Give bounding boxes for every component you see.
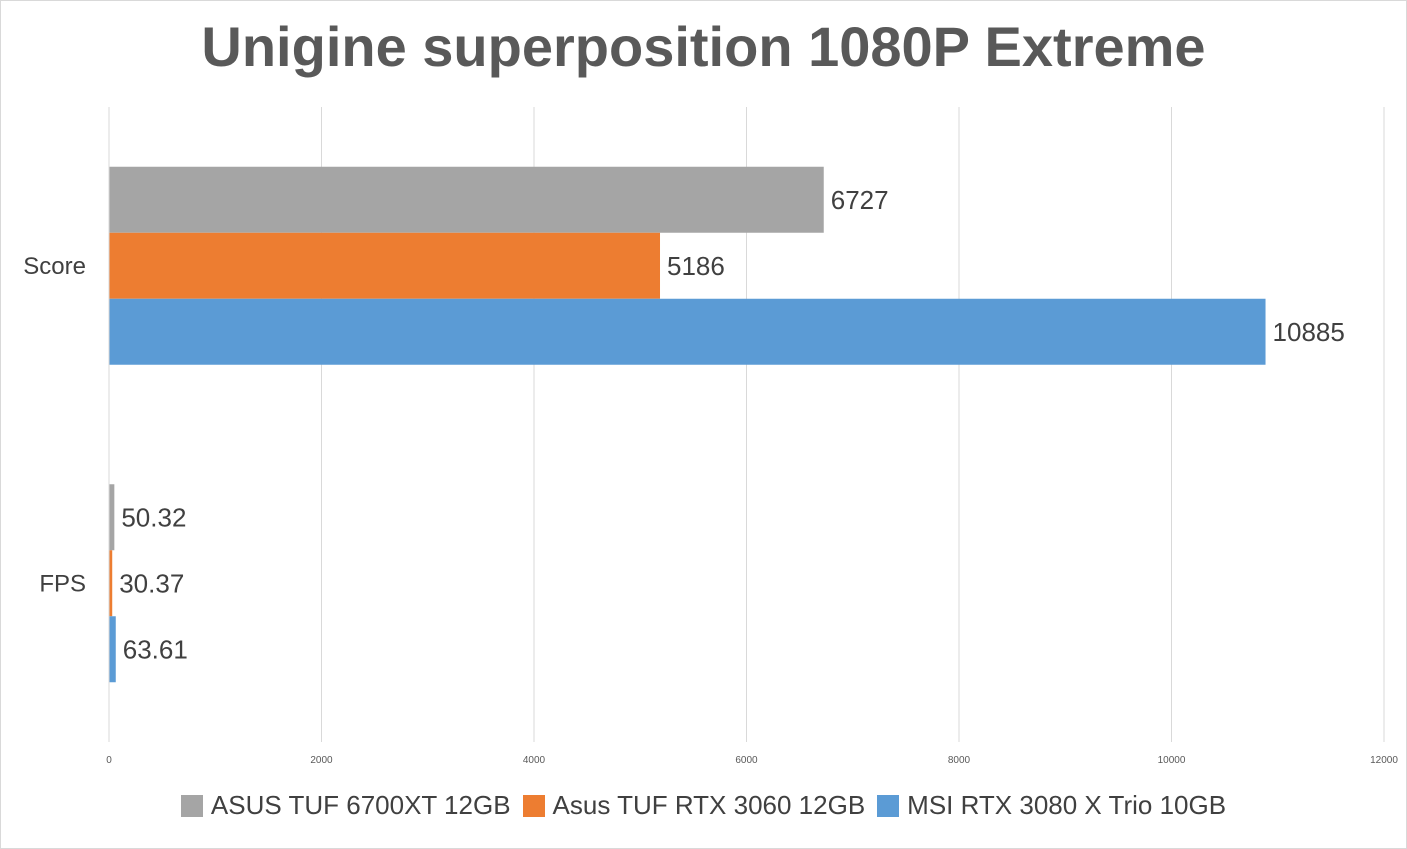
bar	[109, 298, 1266, 365]
legend: ASUS TUF 6700XT 12GB Asus TUF RTX 3060 12…	[0, 790, 1407, 821]
legend-label: ASUS TUF 6700XT 12GB	[210, 790, 511, 820]
data-label: 63.61	[123, 634, 188, 664]
legend-label: Asus TUF RTX 3060 12GB	[552, 790, 866, 820]
legend-swatch	[180, 794, 203, 817]
chart-title: Unigine superposition 1080P Extreme	[201, 15, 1206, 78]
data-label: 6727	[831, 185, 889, 215]
data-label: 30.37	[119, 568, 184, 598]
x-tick-label: 12000	[1370, 755, 1398, 766]
bar	[109, 484, 115, 551]
category-label: Score	[23, 253, 86, 280]
x-tick-label: 6000	[735, 755, 758, 766]
bar	[109, 550, 113, 617]
category-label: FPS	[39, 570, 86, 597]
legend-item: MSI RTX 3080 X Trio 10GB	[877, 790, 1226, 821]
x-tick-label: 8000	[948, 755, 971, 766]
bar	[109, 232, 661, 299]
x-tick-label: 4000	[523, 755, 546, 766]
data-label: 50.32	[121, 502, 186, 532]
x-tick-label: 10000	[1158, 755, 1186, 766]
x-tick-label: 0	[106, 755, 112, 766]
legend-swatch	[522, 794, 545, 817]
legend-label: MSI RTX 3080 X Trio 10GB	[907, 790, 1227, 820]
data-label: 10885	[1273, 317, 1345, 347]
legend-item: ASUS TUF 6700XT 12GB	[180, 790, 511, 821]
bar	[109, 166, 824, 233]
data-label: 5186	[667, 251, 725, 281]
x-tick-label: 2000	[310, 755, 333, 766]
bar	[109, 616, 116, 683]
legend-swatch	[877, 794, 900, 817]
legend-item: Asus TUF RTX 3060 12GB	[522, 790, 866, 821]
